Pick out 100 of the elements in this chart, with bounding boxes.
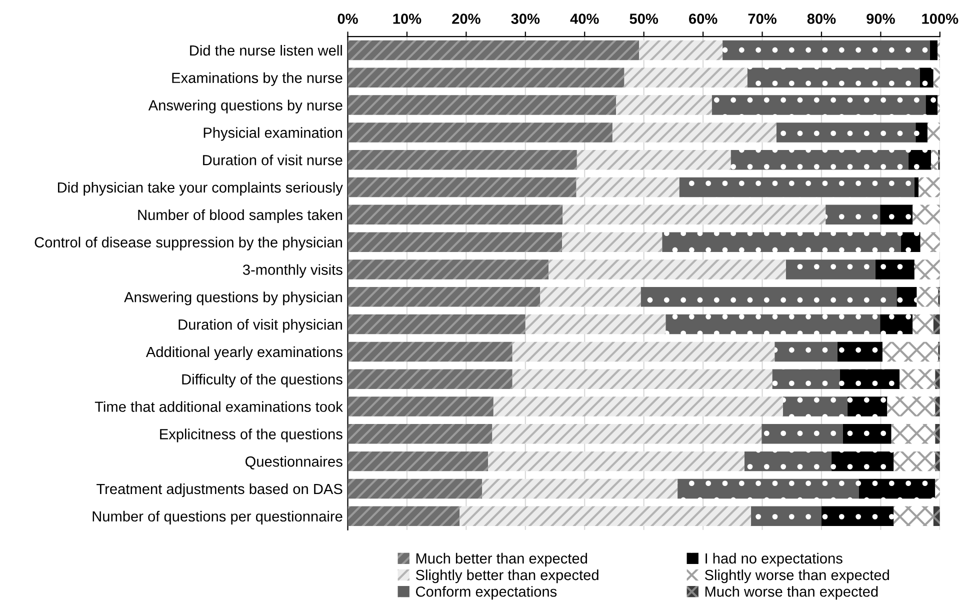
bar: [348, 68, 624, 88]
legend-label: Conform expectations: [416, 586, 557, 600]
legend-label: Slightly better than expected: [416, 569, 598, 584]
bar: [916, 122, 928, 142]
bar: [935, 478, 940, 499]
bar: [576, 177, 680, 198]
y-tick-label: Answering questions by physician: [124, 292, 342, 306]
bar: [512, 342, 775, 362]
bar: [935, 424, 940, 444]
bar: [348, 150, 577, 170]
bar: [348, 287, 540, 307]
bar: [912, 314, 934, 334]
bar: [900, 369, 936, 389]
bar: [774, 342, 838, 362]
bar: [858, 478, 936, 499]
bar: [679, 177, 914, 198]
bar: [848, 396, 888, 416]
bar: [616, 95, 712, 115]
bar: [730, 150, 909, 170]
bar: [894, 451, 936, 472]
x-tick-label: 10%: [393, 14, 422, 24]
bar: [640, 287, 897, 307]
bar: [880, 314, 913, 334]
y-tick-label: Questionnaires: [246, 456, 342, 470]
bar: [786, 260, 876, 280]
x-tick-label: 40%: [570, 14, 599, 24]
bar: [722, 40, 930, 60]
legend-label: I had no expectations: [706, 552, 842, 566]
bar: [348, 369, 512, 389]
bar: [908, 150, 932, 170]
bar: [562, 204, 826, 225]
bar: [493, 396, 783, 416]
bar: [612, 122, 776, 142]
bar: [875, 260, 914, 280]
y-tick-label: Examinations by the nurse: [172, 72, 342, 86]
bar: [348, 232, 562, 252]
x-tick-label: 60%: [688, 14, 718, 24]
bar: [935, 451, 940, 472]
bar: [348, 177, 576, 198]
bar: [348, 506, 460, 526]
y-tick-label: 3-monthly visits: [242, 264, 342, 278]
bar: [840, 369, 900, 389]
bar: [927, 122, 940, 142]
x-tick-label: 90%: [866, 14, 895, 24]
bar: [935, 369, 940, 389]
y-tick-label: Control of disease suppression by the physician: [34, 236, 342, 250]
bar: [914, 177, 919, 198]
bar: [894, 506, 934, 526]
bar: [348, 342, 512, 362]
x-tick-label: 80%: [807, 14, 836, 24]
bar: [525, 314, 666, 334]
bar: [460, 506, 752, 526]
bar: [576, 150, 731, 170]
bar: [772, 369, 840, 389]
y-tick-label: Did the nurse listen well: [190, 44, 342, 56]
y-tick-label: Treatment adjustments based on DAS: [96, 483, 342, 498]
bar: [912, 204, 940, 225]
bar: [837, 342, 882, 362]
y-tick-label: Answering questions by nurse: [148, 100, 342, 114]
bar: [933, 506, 940, 526]
bar: [891, 424, 936, 444]
bar: [776, 122, 916, 142]
y-tick-label: Difficulty of the questions: [182, 374, 342, 388]
bar: [933, 314, 940, 334]
bar: [639, 40, 723, 60]
bar: [624, 68, 748, 88]
y-tick-label: Time that additional examinations took: [94, 401, 343, 412]
bar: [662, 232, 901, 252]
bar: [782, 396, 848, 416]
bar: [914, 260, 940, 280]
bar: [916, 287, 938, 307]
bar: [348, 451, 488, 472]
legend-label: Slightly worse than expected: [704, 569, 889, 584]
x-tick-label: 0%: [338, 14, 358, 24]
x-tick-label: 70%: [748, 14, 776, 24]
legend-label: Much worse than expected: [705, 586, 878, 600]
y-tick-label: Duration of visit physician: [178, 319, 342, 333]
legend-label: Much better than expected: [416, 552, 588, 566]
bar: [348, 478, 482, 499]
bar: [900, 232, 920, 252]
bar: [348, 40, 640, 60]
bar: [348, 260, 548, 280]
bar: [712, 95, 926, 115]
bar: [762, 424, 843, 444]
bar: [744, 451, 832, 472]
x-tick-label: 30%: [511, 14, 540, 24]
bar: [548, 260, 786, 280]
bar: [826, 204, 880, 225]
bar: [832, 451, 894, 472]
bar: [348, 204, 563, 225]
bar: [512, 369, 772, 389]
bar: [348, 122, 612, 142]
bar: [896, 287, 917, 307]
y-tick-label: Number of questions per questionnaire: [92, 510, 342, 524]
bar: [488, 451, 745, 472]
bar: [666, 314, 880, 334]
bar: [492, 424, 762, 444]
x-tick-label: 20%: [452, 14, 480, 24]
bar: [880, 204, 913, 225]
bar: [926, 95, 938, 115]
